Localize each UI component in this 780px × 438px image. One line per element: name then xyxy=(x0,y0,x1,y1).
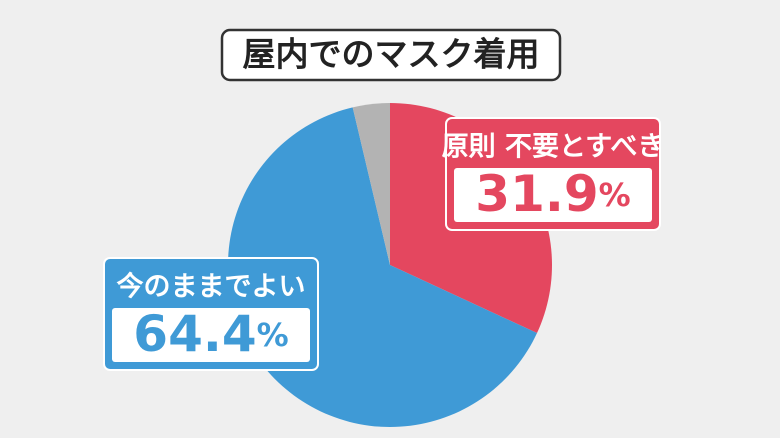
label-value-box xyxy=(454,168,652,222)
value-label: 31.9% xyxy=(475,165,630,223)
chart-title: 屋内でのマスク着用 xyxy=(243,35,540,74)
label-value-box xyxy=(112,308,310,362)
pie-slice xyxy=(352,103,390,265)
label-name: 原則 不要とすべき xyxy=(442,132,665,163)
title-box xyxy=(220,28,562,82)
label-name: 今のままでよい xyxy=(117,271,306,303)
value-label: 64.4% xyxy=(133,305,288,363)
